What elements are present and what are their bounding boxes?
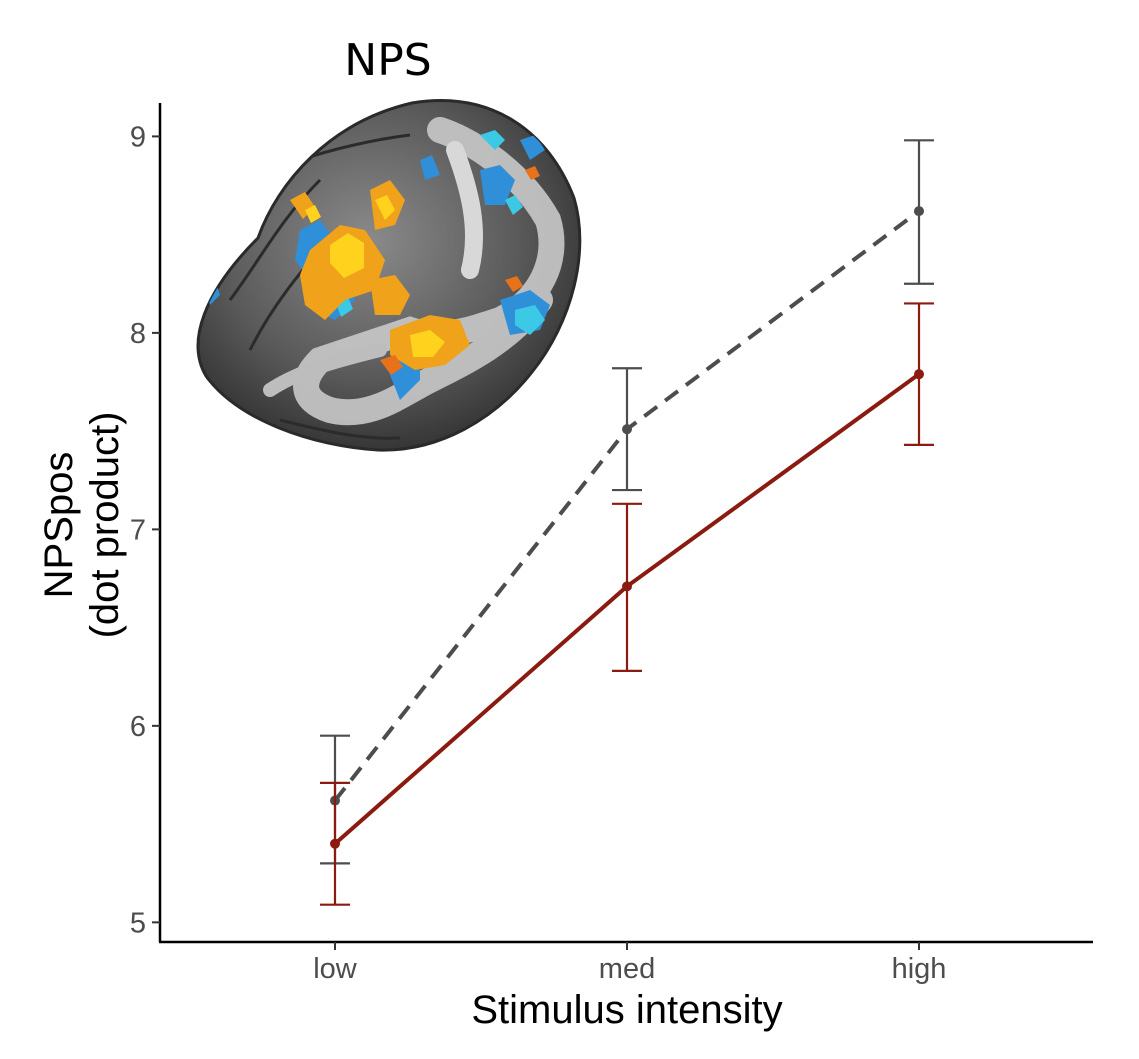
x-ticks: low med high — [313, 942, 946, 985]
y-axis-title-group: NPSpos (dot product) — [37, 412, 127, 639]
y-tick-label: 6 — [130, 711, 146, 743]
y-tick-label: 8 — [130, 318, 146, 350]
data-point — [622, 424, 632, 434]
data-point — [330, 839, 340, 849]
x-tick-label: med — [599, 953, 655, 985]
y-tick-label: 5 — [130, 907, 146, 939]
data-point — [914, 206, 924, 216]
brain-map-image — [198, 101, 580, 451]
y-axis-title-line2: (dot product) — [83, 412, 127, 639]
y-tick-label: 9 — [130, 121, 146, 153]
x-axis-title: Stimulus intensity — [471, 988, 782, 1032]
data-point — [622, 581, 632, 591]
y-tick-label: 7 — [130, 514, 146, 546]
y-ticks: 5 6 7 8 9 — [130, 121, 160, 939]
x-tick-label: low — [313, 953, 358, 985]
x-tick-label: high — [892, 953, 947, 985]
inset-title: NPS — [344, 35, 431, 86]
data-point — [914, 369, 924, 379]
y-axis-title-line1: NPSpos — [37, 452, 81, 599]
